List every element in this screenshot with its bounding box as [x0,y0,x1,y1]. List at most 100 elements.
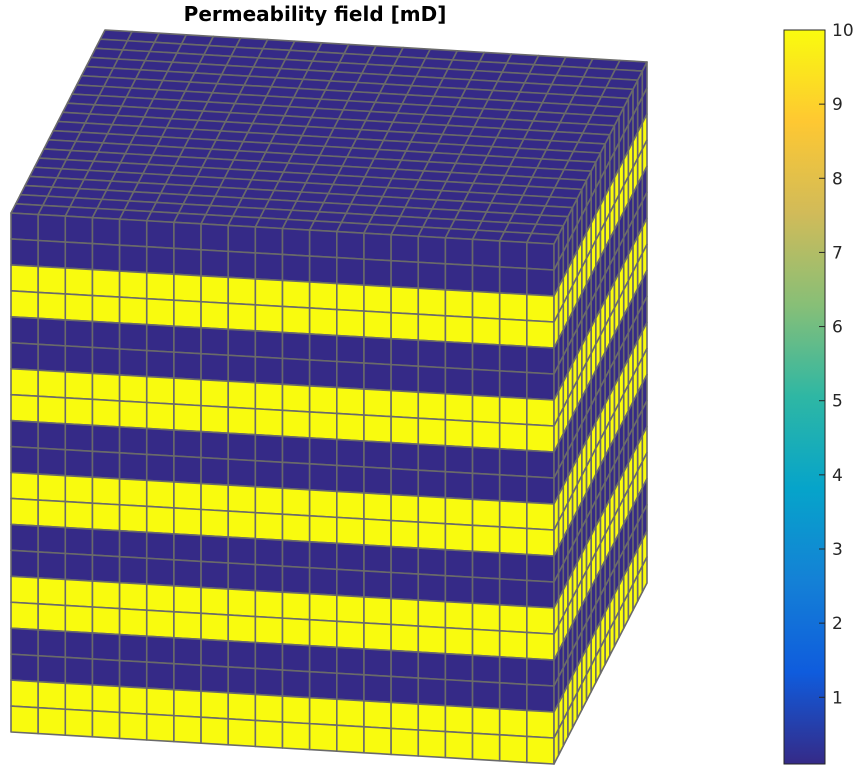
front-cell [417,729,447,759]
colorbar-tick-label: 2 [832,614,843,634]
front-cell [37,525,67,555]
front-cell [498,656,528,686]
front-cell [64,708,94,738]
front-cell [335,620,365,650]
front-cell [118,685,148,715]
front-cell [471,238,501,268]
front-cell [118,477,148,508]
front-cell [335,308,365,338]
front-cell [254,459,284,490]
front-cell [10,290,39,320]
front-cell [91,606,121,636]
front-cell [64,371,94,401]
front-cell [91,658,121,688]
front-cell [118,607,148,637]
front-cell [335,360,365,390]
front-cell [281,513,311,543]
front-cell [281,253,311,283]
front-cell [498,552,528,582]
front-cell [363,700,392,730]
front-cell [145,635,175,665]
front-cell [118,529,148,560]
front-cell [390,415,420,445]
front-cell [91,346,121,376]
colorbar-tick-label: 6 [832,318,843,338]
front-cell [91,580,121,610]
front-cell [37,706,67,737]
front-cell [444,730,474,761]
front-cell [37,473,67,503]
front-cell [335,334,365,364]
front-cell [498,292,528,322]
cube-top-face [10,29,648,245]
front-cell [281,591,311,621]
front-cell [335,412,365,442]
front-cell [363,414,392,444]
front-cell [444,704,474,735]
front-cell [37,499,67,529]
front-cell [308,618,338,649]
front-cell [64,293,94,323]
front-cell [417,469,447,499]
front-cell [526,709,555,739]
front-cell [526,267,555,297]
front-cell [526,241,555,271]
front-cell [37,369,67,399]
front-cell [471,368,501,398]
front-cell [10,367,39,398]
front-cell [10,549,39,579]
front-cell [335,542,365,572]
front-cell [281,487,311,517]
front-cell [173,610,202,641]
front-cell [10,705,39,735]
front-cell [10,238,39,268]
front-cell [526,475,555,505]
front-cell [444,237,474,267]
front-cell [281,331,311,361]
front-cell [227,510,257,540]
front-cell [498,708,528,738]
front-cell [37,317,67,347]
front-cell [471,732,501,762]
front-cell [10,497,39,527]
front-cell [526,631,555,661]
front-cell [281,669,311,699]
front-cell [308,489,338,519]
front-cell [471,680,501,710]
front-cell [308,307,338,337]
front-cell [64,396,94,427]
front-cell [91,320,121,350]
front-cell [498,630,528,660]
front-cell [37,421,67,451]
front-cell [390,259,420,290]
front-cell [471,706,501,736]
front-cell [308,411,338,441]
front-cell [118,400,148,430]
front-cell [91,294,121,324]
front-cell [417,261,447,291]
chart-title: Permeability field [mD] [184,2,447,26]
front-cell [390,545,420,575]
front-cell [64,526,94,556]
front-cell [254,511,284,542]
cube-side-face [553,61,648,765]
front-cell [471,654,501,684]
front-cell [173,429,202,459]
front-cell [417,495,447,525]
front-cell [526,527,555,557]
colorbar: 1 2 3 4 5 6 7 8 9 10 [783,21,854,765]
front-cell [363,362,392,392]
front-cell [200,534,229,564]
front-cell [37,447,67,477]
front-cell [281,643,311,673]
front-cell [308,592,338,623]
front-cell [254,719,284,749]
front-cell [335,594,365,624]
front-cell [526,605,555,635]
front-cell [444,548,474,579]
front-cell [254,563,284,593]
front-cell [254,485,284,516]
front-cell [471,472,501,502]
front-cell [227,718,257,748]
